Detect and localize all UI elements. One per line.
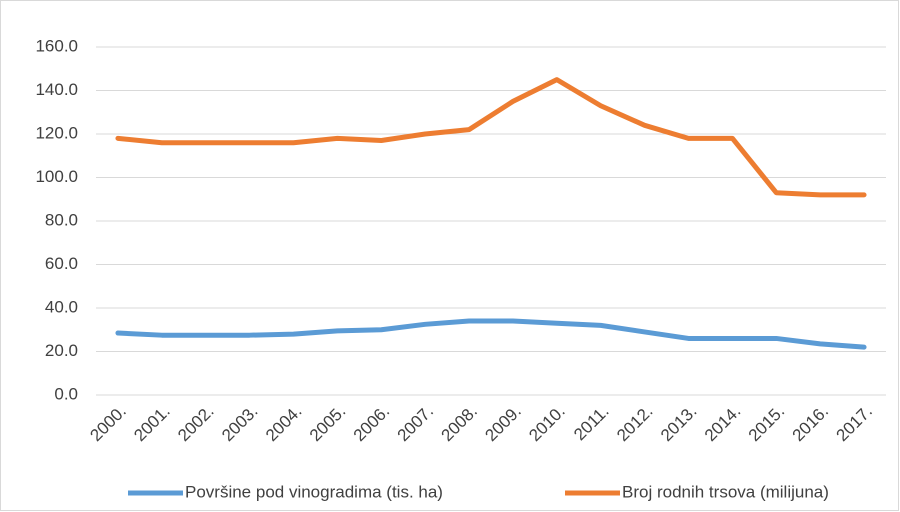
y-tick-label: 140.0 — [35, 80, 78, 99]
legend-label: Broj rodnih trsova (milijuna) — [622, 482, 829, 501]
y-tick-label: 0.0 — [54, 384, 78, 403]
legend-label: Površine pod vinogradima (tis. ha) — [185, 482, 443, 501]
y-tick-label: 20.0 — [45, 341, 78, 360]
y-tick-label: 160.0 — [35, 36, 78, 55]
y-tick-label: 80.0 — [45, 210, 78, 229]
y-tick-label: 40.0 — [45, 297, 78, 316]
y-tick-label: 120.0 — [35, 123, 78, 142]
y-tick-label: 100.0 — [35, 167, 78, 186]
y-tick-label: 60.0 — [45, 254, 78, 273]
series-line — [115, 77, 867, 198]
series-line — [115, 318, 867, 350]
